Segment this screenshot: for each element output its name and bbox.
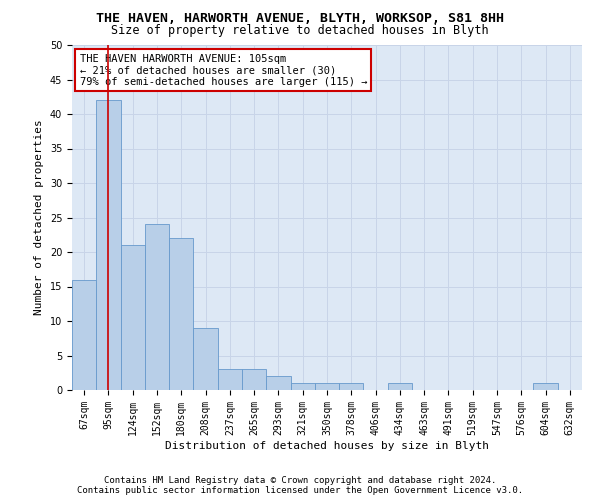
Bar (388, 383, 412, 390)
Text: Contains HM Land Registry data © Crown copyright and database right 2024.
Contai: Contains HM Land Registry data © Crown c… (77, 476, 523, 495)
Bar (315, 383, 339, 390)
Y-axis label: Number of detached properties: Number of detached properties (34, 120, 44, 316)
Bar (121, 245, 145, 390)
Bar (242, 370, 266, 390)
Bar (218, 370, 242, 390)
Bar (145, 224, 169, 390)
Bar (193, 328, 218, 390)
Text: THE HAVEN, HARWORTH AVENUE, BLYTH, WORKSOP, S81 8HH: THE HAVEN, HARWORTH AVENUE, BLYTH, WORKS… (96, 12, 504, 26)
Bar (339, 383, 364, 390)
Bar (96, 100, 121, 390)
Bar (169, 238, 193, 390)
Text: THE HAVEN HARWORTH AVENUE: 105sqm
← 21% of detached houses are smaller (30)
79% : THE HAVEN HARWORTH AVENUE: 105sqm ← 21% … (80, 54, 367, 87)
Bar (266, 376, 290, 390)
Bar (72, 280, 96, 390)
X-axis label: Distribution of detached houses by size in Blyth: Distribution of detached houses by size … (165, 440, 489, 450)
Bar (290, 383, 315, 390)
Text: Size of property relative to detached houses in Blyth: Size of property relative to detached ho… (111, 24, 489, 37)
Bar (533, 383, 558, 390)
